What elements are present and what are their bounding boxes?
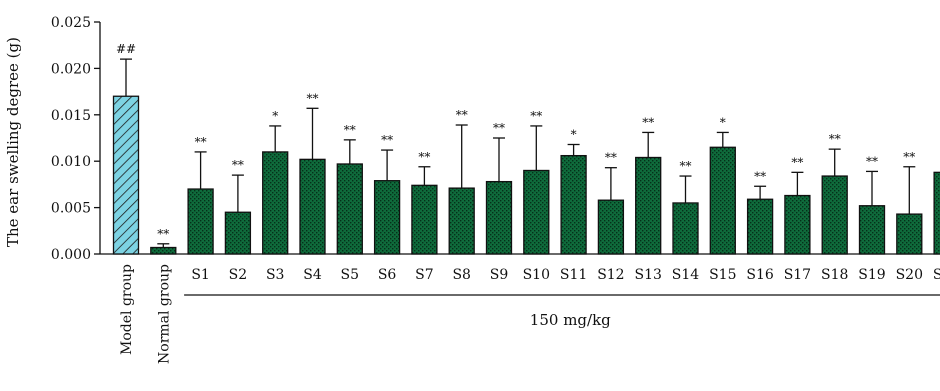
x-tick-label: S15 (709, 267, 736, 283)
y-tick-label: 0.020 (51, 61, 91, 77)
significance-marker: ** (381, 133, 393, 147)
group-label: 150 mg/kg (530, 311, 611, 329)
x-tick-label: S7 (415, 267, 434, 283)
bar-s16 (746, 198, 774, 255)
y-tick-label: 0.025 (51, 15, 91, 31)
bar-s20 (896, 213, 923, 255)
significance-marker: * (571, 127, 577, 141)
significance-marker: ** (866, 154, 878, 168)
x-tick-label: S9 (490, 267, 509, 283)
x-tick-label: S11 (560, 267, 587, 283)
bar-s13 (635, 156, 662, 255)
y-tick-label: 0.000 (51, 247, 91, 263)
x-tick-label: S13 (634, 267, 661, 283)
y-tick-label: 0.015 (51, 108, 91, 124)
bar-s12 (597, 199, 625, 255)
bar-s10 (523, 169, 550, 255)
significance-marker: ** (829, 132, 841, 146)
bar-s3 (262, 151, 289, 255)
x-tick-label: S19 (858, 267, 885, 283)
significance-marker: ## (116, 42, 136, 56)
x-tick-label: S2 (229, 267, 248, 283)
x-tick-label: S12 (597, 267, 624, 283)
significance-marker: ** (195, 135, 207, 149)
bar-s4 (299, 158, 326, 255)
significance-marker: * (720, 115, 726, 129)
significance-marker: ** (791, 155, 803, 169)
bar-s11 (560, 154, 587, 255)
x-tick-label: S6 (378, 267, 397, 283)
bar-s2 (224, 211, 252, 255)
bar-s15 (709, 146, 736, 255)
bar-s8 (448, 187, 475, 255)
x-axis-labels: Model group Normal group S1 S2 S3 S4 S5 S6 S7 S8 S… (119, 264, 940, 364)
x-tick-label: S10 (523, 267, 550, 283)
bar-s21 (933, 171, 940, 255)
x-tick-label: S16 (746, 267, 773, 283)
bar-normal-group (150, 246, 177, 255)
x-tick-label: S20 (896, 267, 923, 283)
significance-marker: ** (232, 158, 244, 172)
x-tick-label: S8 (452, 267, 471, 283)
significance-marker: ** (680, 159, 692, 173)
x-tick-label: Normal group (156, 264, 172, 364)
bar-s9 (485, 180, 513, 255)
y-tick-label: 0.010 (51, 154, 91, 170)
x-tick-label: S18 (821, 267, 848, 283)
bar-s1 (187, 188, 214, 255)
significance-marker: ** (903, 150, 915, 164)
bar-s14 (672, 202, 699, 255)
significance-marker: ** (157, 227, 169, 241)
significance-marker: ** (642, 115, 654, 129)
significance-marker: ** (456, 108, 468, 122)
bar-s7 (411, 184, 438, 255)
significance-marker: ** (307, 91, 319, 105)
x-tick-label: S5 (341, 267, 360, 283)
significance-marker: ** (493, 121, 505, 135)
x-tick-label: S3 (266, 267, 285, 283)
bar-s18 (821, 175, 848, 255)
x-tick-label: S4 (303, 267, 322, 283)
significance-marker: ** (605, 151, 617, 165)
x-tick-label: S21 (933, 267, 940, 283)
significance-marker: * (272, 109, 278, 123)
bar-s17 (784, 194, 811, 255)
bar-s6 (373, 180, 401, 255)
x-tick-label: S17 (784, 267, 811, 283)
significance-marker: ** (754, 169, 766, 183)
significance-marker: ** (344, 123, 356, 137)
bar-s19 (858, 205, 886, 255)
y-axis-title: The ear swelling degree (g) (4, 37, 22, 247)
x-tick-label: Model group (119, 264, 135, 355)
y-tick-label: 0.005 (51, 201, 91, 217)
significance-marker: ** (418, 150, 430, 164)
bar-s5 (336, 163, 363, 255)
significance-marker: ** (530, 109, 542, 123)
x-tick-label: S14 (672, 267, 699, 283)
bars: ##************************************* *… (112, 42, 940, 255)
x-tick-label: S1 (191, 267, 210, 283)
bar-model-group (112, 95, 140, 255)
